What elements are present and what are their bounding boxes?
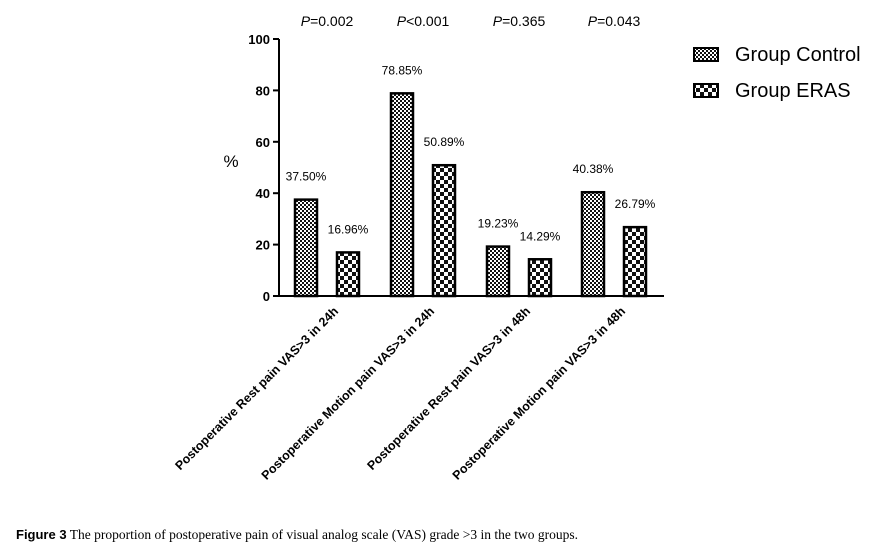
data-label: 19.23%: [478, 217, 519, 231]
x-tick-labels: Postoperative Rest pain VAS>3 in 24hPost…: [172, 304, 628, 482]
data-label: 50.89%: [424, 135, 465, 149]
data-label: 16.96%: [328, 222, 369, 236]
caption-text: The proportion of postoperative pain of …: [69, 527, 578, 542]
bars: [293, 92, 648, 298]
bar-control: [389, 92, 415, 298]
y-axis-label: %: [223, 152, 238, 171]
legend-swatch-control: [693, 47, 719, 62]
p-value: P<0.001: [397, 13, 450, 29]
bar-eras: [335, 251, 361, 298]
data-label: 78.85%: [382, 63, 423, 77]
y-tick-label: 0: [263, 289, 270, 304]
bar-eras: [527, 258, 553, 298]
legend-label: Group Control: [735, 44, 861, 66]
y-tick-label: 40: [256, 186, 270, 201]
bar-control: [485, 245, 511, 298]
bar-control: [293, 198, 319, 298]
bar-eras: [622, 225, 648, 298]
figure-label: Figure 3: [16, 527, 67, 542]
bar-chart: 0 20 40 60 80 100% 37.50% 16.96% 78.85% 50.89% 19…: [172, 13, 861, 483]
p-value: P=0.043: [588, 13, 641, 29]
bar-eras: [431, 163, 457, 298]
figure-caption: Figure 3 The proportion of postoperative…: [16, 527, 876, 543]
y-tick-label: 60: [256, 135, 270, 150]
data-label: 40.38%: [573, 162, 614, 176]
legend-label: Group ERAS: [735, 80, 851, 102]
p-values: P=0.002 P<0.001 P=0.365 P=0.043: [301, 13, 641, 29]
x-tick-label: Postoperative Motion pain VAS>3 in 48h: [450, 304, 628, 482]
y-tick-label: 80: [256, 83, 270, 98]
p-value: P=0.365: [493, 13, 546, 29]
data-label: 26.79%: [615, 197, 656, 211]
bar-control: [580, 190, 606, 298]
data-labels: 37.50% 16.96% 78.85% 50.89% 19.23%14.29% 40.3…: [286, 63, 656, 243]
y-tick-label: 100: [248, 32, 270, 47]
x-tick-label: Postoperative Motion pain VAS>3 in 24h: [259, 304, 437, 482]
x-tick-label: Postoperative Rest pain VAS>3 in 48h: [364, 304, 533, 473]
data-label: 37.50%: [286, 170, 327, 184]
data-label: 14.29%: [520, 229, 561, 243]
legend-swatch-eras: [693, 83, 719, 98]
y-tick-label: 20: [256, 238, 270, 253]
p-value: P=0.002: [301, 13, 354, 29]
x-tick-label: Postoperative Rest pain VAS>3 in 24h: [172, 304, 341, 473]
legend: Group Control Group ERAS: [693, 44, 861, 102]
